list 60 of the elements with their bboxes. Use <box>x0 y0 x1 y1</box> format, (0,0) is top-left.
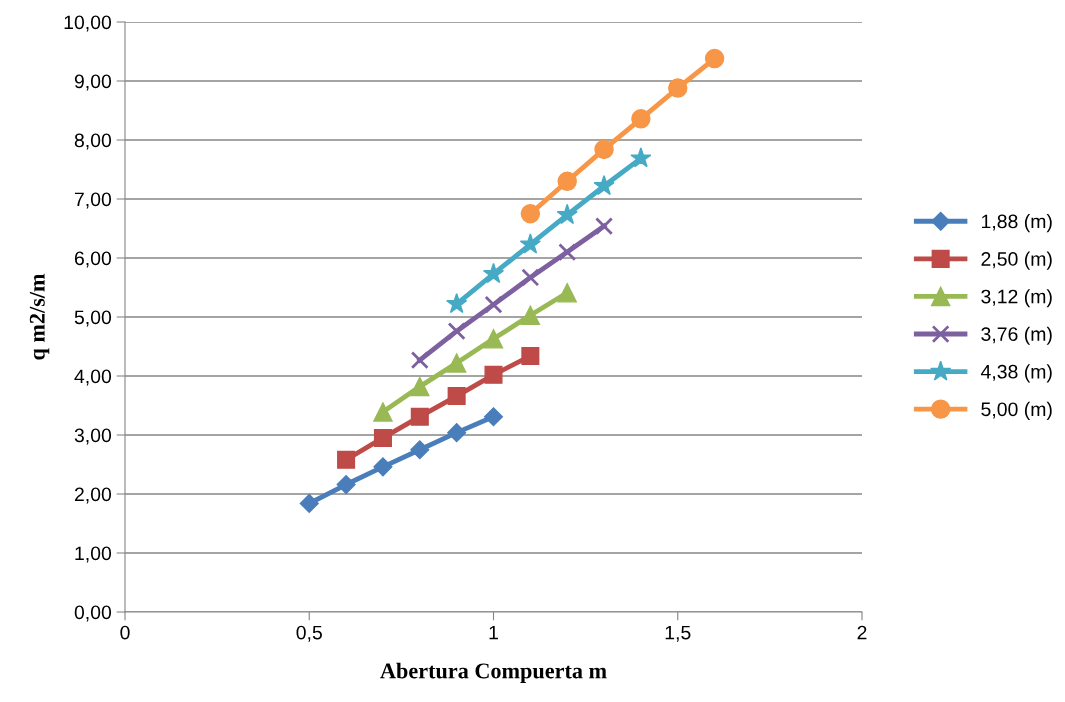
point <box>593 174 615 196</box>
y-tick-label: 1,00 <box>75 546 112 563</box>
point <box>410 440 430 460</box>
point <box>520 305 541 325</box>
y-tick-label: 4,00 <box>74 369 112 386</box>
x-tick-label: 0,5 <box>296 625 322 642</box>
point <box>484 295 503 314</box>
point <box>558 243 577 262</box>
point <box>483 329 504 349</box>
point <box>447 387 466 406</box>
point <box>373 457 393 477</box>
y-tick-label: 6,00 <box>74 251 112 268</box>
point <box>631 109 651 129</box>
point <box>483 407 504 427</box>
point <box>410 351 429 370</box>
point <box>446 353 467 373</box>
y-tick-label: 0,00 <box>74 605 112 622</box>
x-tick-label: 1,5 <box>665 625 691 642</box>
point <box>556 203 578 225</box>
point <box>299 493 319 513</box>
legend-label: 4,38 (m) <box>980 364 1052 383</box>
point <box>482 262 505 284</box>
point <box>410 407 429 426</box>
point <box>521 346 540 365</box>
point <box>630 147 652 168</box>
y-tick-label: 9,00 <box>74 74 112 91</box>
legend-label: 5,00 (m) <box>981 401 1052 420</box>
point <box>446 292 468 314</box>
x-tick-label: 0 <box>120 625 130 640</box>
point <box>704 48 725 69</box>
point <box>557 171 577 192</box>
x-axis-title: Abertura Compuerta m <box>380 662 607 683</box>
point <box>520 204 541 224</box>
y-tick-label: 8,00 <box>74 133 112 150</box>
point <box>557 283 577 303</box>
point <box>595 217 614 236</box>
y-axis-title: q m2/s/m <box>29 273 50 360</box>
point <box>336 475 356 495</box>
legend-label: 3,12 (m) <box>981 289 1052 308</box>
point <box>410 376 430 397</box>
legend-label: 1,88 (m) <box>982 214 1052 233</box>
point <box>521 268 540 287</box>
point <box>668 78 688 98</box>
y-tick-label: 10,00 <box>64 15 112 32</box>
y-tick-label: 5,00 <box>74 310 112 327</box>
point <box>373 402 393 422</box>
point <box>594 139 614 160</box>
x-tick-label: 2 <box>857 625 867 640</box>
point <box>337 450 356 469</box>
point <box>373 428 392 447</box>
x-tick-label: 1 <box>489 625 498 640</box>
legend-label: 3,76 (m) <box>981 326 1052 345</box>
legend-label: 2,50 (m) <box>981 251 1052 270</box>
point <box>447 322 466 341</box>
point <box>447 423 467 443</box>
point <box>519 233 541 254</box>
y-tick-label: 3,00 <box>74 428 112 445</box>
y-tick-label: 7,00 <box>74 192 112 209</box>
point <box>484 365 503 384</box>
y-tick-label: 2,00 <box>74 487 112 504</box>
